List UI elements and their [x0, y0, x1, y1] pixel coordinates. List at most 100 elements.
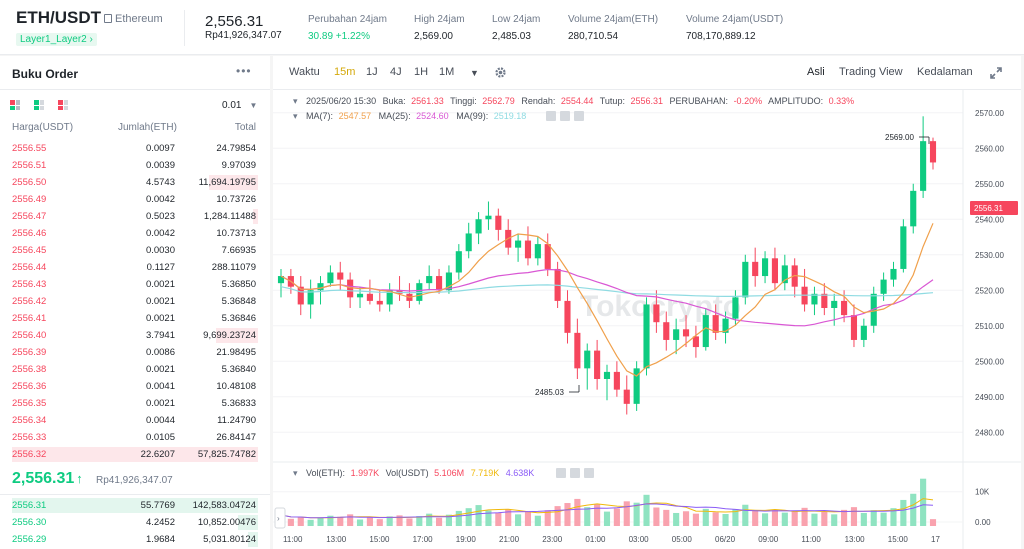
candle [465, 222, 472, 259]
candle [327, 265, 334, 287]
legend-label: Rendah: [521, 96, 555, 106]
stat-volume-eth: Volume 24jam(ETH) 280,710.54 [568, 14, 658, 42]
legend-value: 2554.44 [561, 96, 594, 106]
legend-label: Vol(USDT) [386, 468, 429, 478]
price-tick: 2540.00 [975, 215, 1004, 224]
candle [880, 272, 887, 301]
candlestick-chart[interactable]: Tokocrypto 2480.002490.002500.002510.002… [273, 90, 1021, 549]
candle [712, 304, 719, 340]
ask-row[interactable]: 2556.47 0.5023 1,284.11488 [0, 208, 270, 225]
eye-icon[interactable] [556, 468, 566, 478]
candle-body [841, 300, 848, 316]
ask-row[interactable]: 2556.45 0.0030 7.66935 [0, 242, 270, 259]
row-total: 11,694.19795 [198, 177, 256, 188]
bid-row[interactable]: 2556.29 1.9684 5,031.80124 [0, 531, 270, 548]
interval-1j[interactable]: 1J [366, 66, 378, 78]
candle [801, 268, 808, 312]
interval-1m[interactable]: 1M [439, 66, 455, 78]
interval-4j[interactable]: 4J [390, 66, 402, 78]
ask-row[interactable]: 2556.33 0.0105 26.84147 [0, 429, 270, 446]
row-price: 2556.35 [12, 398, 47, 409]
asks-only-layout-icon[interactable] [58, 100, 68, 110]
ask-row[interactable]: 2556.38 0.0021 5.36840 [0, 361, 270, 378]
volume-bar [752, 510, 759, 526]
volume-bar [841, 509, 848, 526]
stat-label: Volume 24jam(ETH) [568, 14, 659, 25]
order-book-title: Buku Order [12, 67, 79, 81]
pair-name[interactable]: ETH/USDT [16, 8, 101, 27]
vol-usdt-value: 5.106M [434, 468, 464, 478]
row-amount: 0.0097 [145, 143, 175, 154]
more-options-icon[interactable]: ••• [236, 64, 252, 78]
ask-row[interactable]: 2556.34 0.0044 11.24790 [0, 412, 270, 429]
candle-body [337, 272, 344, 280]
candle-body [435, 276, 443, 291]
both-sides-layout-icon[interactable] [10, 100, 20, 110]
time-axis: 11:00 13:00 15:00 17:00 19:00 21:00 23:00 01:00… [283, 535, 940, 544]
more-intervals-icon[interactable]: ▼ [470, 68, 479, 78]
candle-body [771, 258, 779, 284]
precision-select[interactable]: 0.01 ▼ [222, 100, 257, 111]
candle-body [870, 293, 877, 326]
legend-label: MA(25): [379, 111, 411, 121]
interval-15m[interactable]: 15m [334, 66, 356, 78]
bid-row[interactable]: 2556.31 55.7769 142,583.04724 [0, 497, 270, 514]
settings-icon[interactable] [560, 111, 570, 121]
interval-1h[interactable]: 1H [414, 66, 429, 78]
settings-icon[interactable] [570, 468, 580, 478]
volume-bar [515, 514, 522, 526]
volume-bar [811, 513, 818, 526]
ask-row[interactable]: 2556.35 0.0021 5.36833 [0, 395, 270, 412]
fullscreen-icon[interactable] [990, 67, 1002, 79]
ask-row[interactable]: 2556.55 0.0097 24.79854 [0, 140, 270, 157]
ask-row[interactable]: 2556.40 3.7941 9,699.23724 [0, 327, 270, 344]
ask-row[interactable]: 2556.43 0.0021 5.36850 [0, 276, 270, 293]
ask-row[interactable]: 2556.46 0.0042 10.73713 [0, 225, 270, 242]
coin-name[interactable]: Ethereum [104, 13, 163, 25]
row-amount: 0.0044 [145, 415, 175, 426]
row-amount: 0.0086 [145, 347, 175, 358]
candle-body [356, 293, 364, 298]
candle [791, 258, 798, 298]
ask-row[interactable]: 2556.44 0.1127 288.11079 [0, 259, 270, 276]
volume-bar [643, 494, 650, 526]
row-total: 5.36840 [221, 364, 256, 375]
side-panel-handle[interactable]: › [274, 507, 286, 529]
legend-label: AMPLITUDO: [768, 96, 823, 106]
candle [356, 286, 364, 308]
interval-time[interactable]: Waktu [289, 66, 320, 78]
candle-body [633, 368, 640, 404]
time-tick: 13:00 [845, 535, 866, 544]
close-icon[interactable] [584, 468, 594, 478]
settings-gear-icon[interactable] [494, 66, 507, 79]
view-original[interactable]: Asli [807, 66, 825, 78]
ask-row[interactable]: 2556.51 0.0039 9.97039 [0, 157, 270, 174]
ohlc-legend: ▾ 2025/06/20 15:30 Buka: 2561.33 Tinggi:… [293, 96, 854, 106]
candle-body [682, 329, 690, 337]
row-price: 2556.47 [12, 211, 47, 222]
view-depth[interactable]: Kedalaman [917, 66, 973, 78]
eye-icon[interactable] [546, 111, 556, 121]
bid-row[interactable]: 2556.30 4.2452 10,852.00476 [0, 514, 270, 531]
candle [337, 261, 344, 291]
volume-bar [406, 518, 413, 526]
ask-row[interactable]: 2556.36 0.0041 10.48108 [0, 378, 270, 395]
candle [426, 265, 433, 291]
legend-label: PERUBAHAN: [670, 96, 729, 106]
ask-row[interactable]: 2556.42 0.0021 5.36848 [0, 293, 270, 310]
caret-down-icon: ▼ [249, 101, 258, 110]
candle [317, 276, 324, 305]
view-tradingview[interactable]: Trading View [839, 66, 903, 78]
bids-only-layout-icon[interactable] [34, 100, 44, 110]
ask-row[interactable]: 2556.50 4.5743 11,694.19795 [0, 174, 270, 191]
ma99-value: 2519.18 [494, 111, 527, 121]
volume-bar [524, 511, 532, 526]
candle-body [455, 251, 462, 273]
close-icon[interactable] [574, 111, 584, 121]
ask-row[interactable]: 2556.49 0.0042 10.73726 [0, 191, 270, 208]
category-tag[interactable]: Layer1_Layer2 › [16, 33, 97, 46]
ask-row[interactable]: 2556.39 0.0086 21.98495 [0, 344, 270, 361]
stat-volume-usdt: Volume 24jam(USDT) 708,170,889.12 [686, 14, 783, 42]
ask-row[interactable]: 2556.41 0.0021 5.36846 [0, 310, 270, 327]
ask-row[interactable]: 2556.32 22.6207 57,825.74782 [0, 446, 270, 463]
